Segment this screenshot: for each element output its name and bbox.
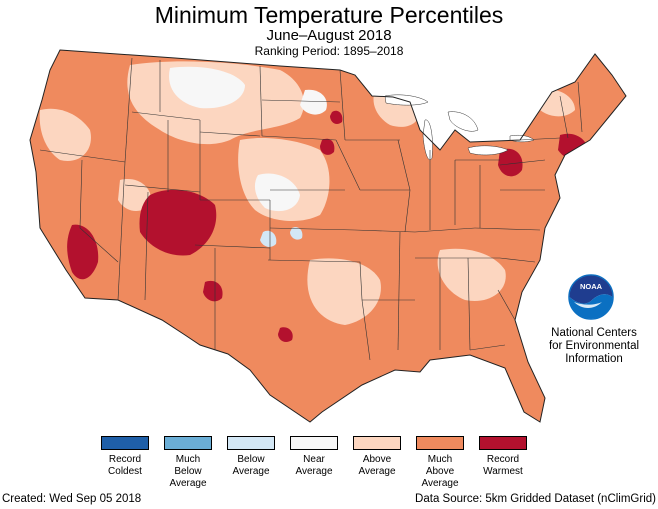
us-outline <box>29 49 627 423</box>
legend-label: Record Coldest <box>108 454 142 477</box>
legend-label: Much Above Average <box>421 454 459 489</box>
legend-swatch <box>353 436 401 450</box>
legend-swatch <box>290 436 338 450</box>
map-subtitle: June–August 2018 <box>266 27 392 44</box>
ranking-period: Ranking Period: 1895–2018 <box>254 44 404 58</box>
legend-label: Near Average <box>295 454 333 477</box>
legend-swatch <box>101 436 149 450</box>
ncei-credit: National Centers for Environmental Infor… <box>548 327 640 365</box>
data-source: Data Source: 5km Gridded Dataset (nClimG… <box>415 493 656 505</box>
legend-item-much-below: Much Below Average <box>158 436 218 490</box>
legend-item-below: Below Average <box>221 436 281 478</box>
legend-item-near: Near Average <box>284 436 344 478</box>
legend-label: Record Warmest <box>483 454 523 477</box>
svg-text:NOAA: NOAA <box>580 282 603 291</box>
legend: Record Coldest Much Below Average Below … <box>0 436 658 496</box>
us-percentile-map <box>29 49 627 423</box>
legend-item-record-coldest: Record Coldest <box>95 436 155 478</box>
legend-label: Much Below Average <box>169 454 207 489</box>
legend-label: Below Average <box>232 454 270 477</box>
map-title: Minimum Temperature Percentiles <box>154 2 504 28</box>
legend-label: Above Average <box>358 454 396 477</box>
created-date: Created: Wed Sep 05 2018 <box>2 493 142 505</box>
legend-swatch <box>479 436 527 450</box>
legend-item-record-warmest: Record Warmest <box>473 436 533 478</box>
legend-swatch <box>416 436 464 450</box>
legend-item-much-above: Much Above Average <box>410 436 470 490</box>
legend-swatch <box>227 436 275 450</box>
legend-swatch <box>164 436 212 450</box>
noaa-logo-icon: NOAA <box>568 274 614 320</box>
state-boundaries <box>39 57 583 361</box>
legend-item-above: Above Average <box>347 436 407 478</box>
